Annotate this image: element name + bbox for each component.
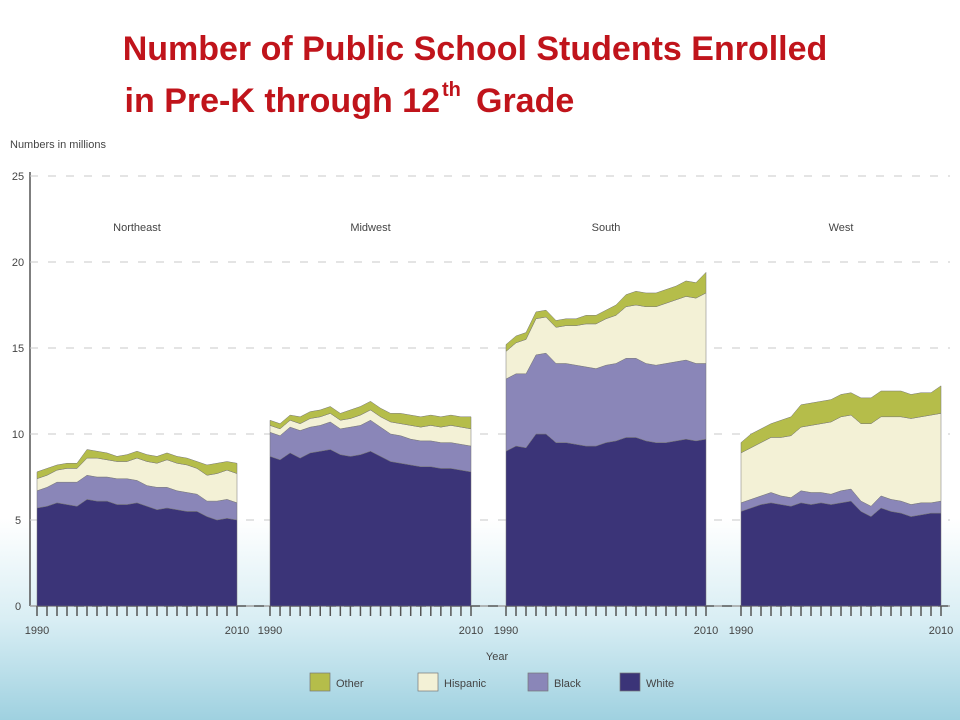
area-3 <box>740 500 942 607</box>
x-tick-label: 2010 <box>459 625 483 637</box>
x-tick-label: 2010 <box>929 625 953 637</box>
legend-label: White <box>646 678 674 690</box>
chart-title-end: Grade <box>476 82 574 120</box>
panel-label: South <box>592 222 621 234</box>
x-tick-label: 1990 <box>729 625 753 637</box>
panel-label: Northeast <box>113 222 161 234</box>
x-tick-label: 1990 <box>258 625 282 637</box>
panel-label: West <box>829 222 854 234</box>
y-tick-label: 10 <box>12 429 24 441</box>
legend-swatch <box>417 672 439 692</box>
legend-label: Hispanic <box>444 678 487 690</box>
legend-swatch <box>619 672 641 692</box>
chart-title-line2: in Pre-K through 12 <box>125 82 440 120</box>
area-0 <box>36 449 238 480</box>
chart-title-sup: th <box>442 79 461 101</box>
y-tick-label: 20 <box>12 257 24 269</box>
area-0 <box>269 401 472 430</box>
legend-swatch <box>309 672 331 692</box>
area-0 <box>505 271 707 352</box>
x-tick-label: 2010 <box>225 625 249 637</box>
area-0 <box>740 385 942 454</box>
y-tick-label: 0 <box>15 601 21 613</box>
panel-label: Midwest <box>350 222 390 234</box>
x-tick-label: 1990 <box>494 625 518 637</box>
y-tick-label: 5 <box>15 515 21 527</box>
x-tick-label: 2010 <box>694 625 718 637</box>
legend-label: Black <box>554 678 581 690</box>
chart-title-line1: Number of Public School Students Enrolle… <box>123 30 828 68</box>
legend-label: Other <box>336 678 364 690</box>
y-tick-label: 25 <box>12 171 24 183</box>
y-axis-label: Numbers in millions <box>10 139 106 151</box>
x-tick-label: 1990 <box>25 625 49 637</box>
area-3 <box>505 433 707 607</box>
legend-swatch <box>527 672 549 692</box>
x-axis-label: Year <box>486 651 509 663</box>
area-3 <box>269 449 472 607</box>
y-tick-label: 15 <box>12 343 24 355</box>
